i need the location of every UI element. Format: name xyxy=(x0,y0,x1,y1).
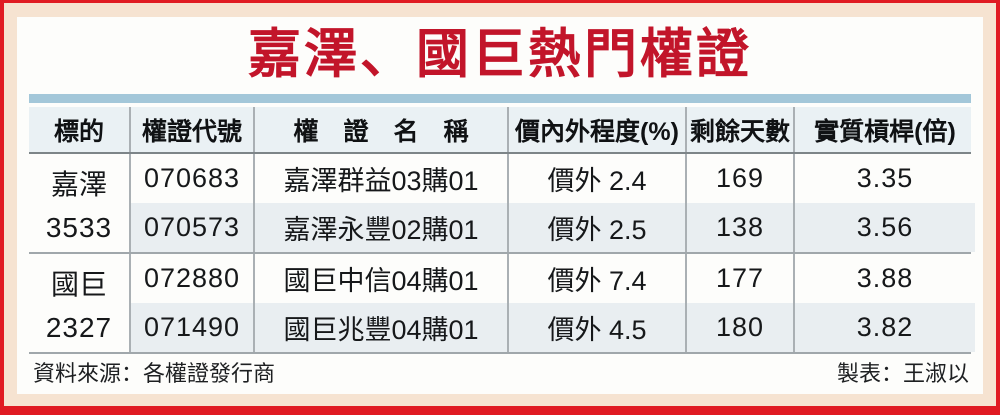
warrant-code-cell: 070573 xyxy=(129,203,253,252)
underlying-cell-yageo: 國巨 2327 xyxy=(29,254,129,352)
underlying-name: 國巨 xyxy=(50,268,107,300)
warrant-code-cell: 070683 xyxy=(129,154,253,203)
table-group-jiaze: 嘉澤 3533 070683 嘉澤群益03購01 價外 2.4 169 3.35… xyxy=(29,154,975,254)
days-remaining-cell: 169 xyxy=(685,154,793,203)
column-header-moneyness: 價內外程度(%) xyxy=(507,107,685,152)
table-header-row: 標的 權證代號 權 證 名 稱 價內外程度(%) 剩餘天數 實質槓桿(倍) xyxy=(29,107,971,154)
data-source-note: 資料來源：各權證發行商 xyxy=(33,361,276,386)
days-remaining-cell: 138 xyxy=(685,203,793,252)
page-title: 嘉澤、國巨熱門權證 xyxy=(248,25,752,84)
warrant-code-cell: 071490 xyxy=(129,303,253,352)
column-header-underlying: 標的 xyxy=(53,117,104,146)
days-remaining-cell: 177 xyxy=(685,254,793,303)
leverage-cell: 3.56 xyxy=(793,203,975,252)
content-panel: 嘉澤、國巨熱門權證 標的 權證代號 權 證 名 稱 價內外程度(%) 剩餘天數 … xyxy=(17,17,983,394)
warrant-name-cell: 國巨兆豐04購01 xyxy=(253,303,507,352)
leverage-cell: 3.82 xyxy=(793,303,975,352)
warrant-name-cell: 國巨中信04購01 xyxy=(253,254,507,303)
table-credit-note: 製表：王淑以 xyxy=(836,361,969,386)
table-group-yageo: 國巨 2327 072880 國巨中信04購01 價外 7.4 177 3.88… xyxy=(29,254,975,354)
column-header-warrant-name: 權 證 名 稱 xyxy=(253,107,507,152)
underlying-name: 嘉澤 xyxy=(50,168,107,200)
moneyness-cell: 價外 7.4 xyxy=(507,254,685,303)
moneyness-cell: 價外 2.5 xyxy=(507,203,685,252)
days-remaining-cell: 180 xyxy=(685,303,793,352)
warrant-name-cell: 嘉澤永豐02購01 xyxy=(253,203,507,252)
column-header-effective-leverage: 實質槓桿(倍) xyxy=(793,107,975,152)
moneyness-cell: 價外 4.5 xyxy=(507,303,685,352)
underlying-ticker: 3533 xyxy=(45,211,113,243)
column-header-warrant-code: 權證代號 xyxy=(129,107,253,152)
moneyness-cell: 價外 2.4 xyxy=(507,154,685,203)
warrant-name-cell: 嘉澤群益03購01 xyxy=(253,154,507,203)
underlying-ticker: 2327 xyxy=(45,311,113,343)
underlying-cell-jiaze: 嘉澤 3533 xyxy=(29,154,129,252)
column-header-days-remaining: 剩餘天數 xyxy=(685,107,793,152)
leverage-cell: 3.35 xyxy=(793,154,975,203)
warrant-code-cell: 072880 xyxy=(129,254,253,303)
table-footer: 資料來源：各權證發行商 製表：王淑以 xyxy=(29,354,971,394)
leverage-cell: 3.88 xyxy=(793,254,975,303)
title-divider-bar xyxy=(29,94,971,103)
